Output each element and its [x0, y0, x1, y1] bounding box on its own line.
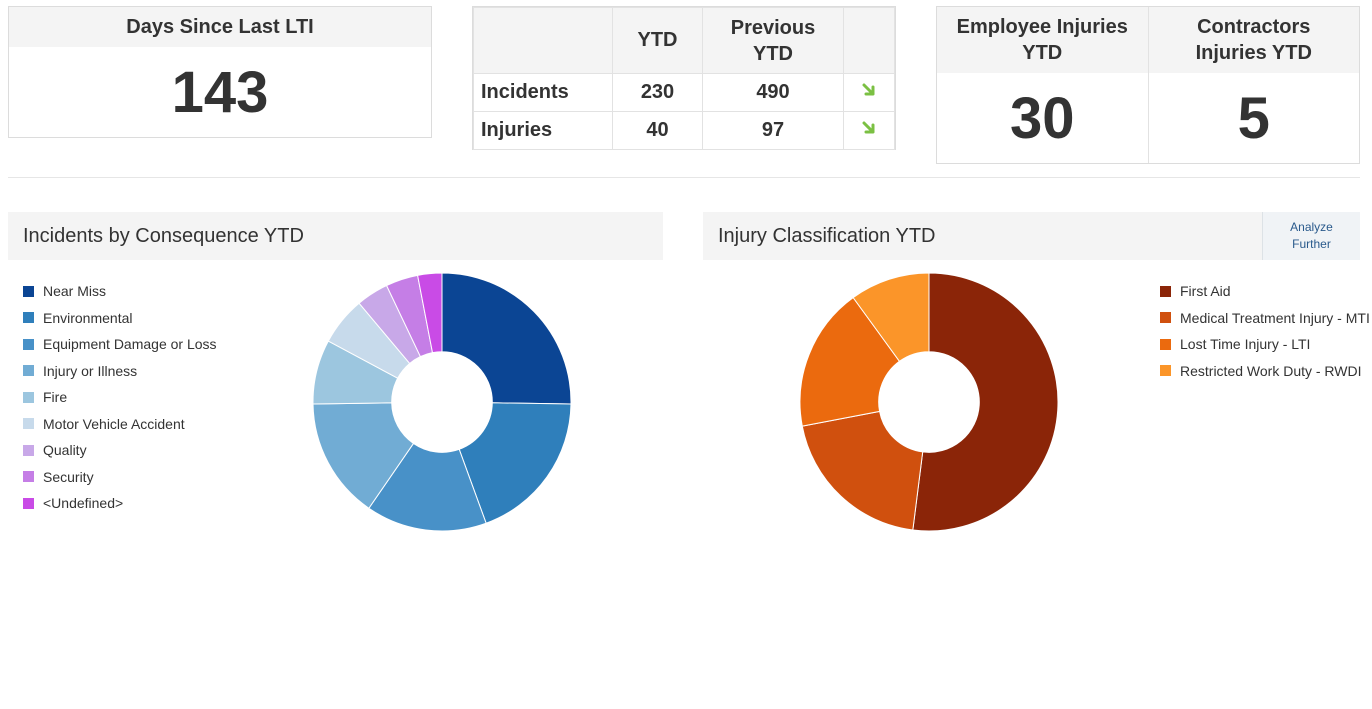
down-arrow-icon: [862, 83, 875, 96]
table-row: Injuries 40 97: [473, 111, 895, 150]
legend-item-environmental[interactable]: Environmental: [23, 305, 217, 332]
legend-swatch: [23, 338, 34, 350]
slice-environmental[interactable]: [458, 402, 572, 524]
injuries-ytd-card: Employee Injuries YTD 30 Contractors Inj…: [936, 6, 1360, 164]
legend-swatch: [23, 285, 34, 297]
row-ytd-value: 40: [612, 111, 703, 150]
analyze-further-button[interactable]: Analyze Further: [1262, 212, 1360, 260]
legend-label: Medical Treatment Injury - MTI: [1180, 309, 1370, 326]
days-since-lti-value: 143: [171, 60, 269, 125]
days-since-lti-card: Days Since Last LTI 143: [8, 6, 432, 138]
legend-label: Security: [43, 468, 94, 485]
row-label: Incidents: [473, 73, 613, 112]
legend-label: Lost Time Injury - LTI: [1180, 336, 1311, 353]
legend-item-medical-treatment-injury-mti[interactable]: Medical Treatment Injury - MTI: [1160, 305, 1370, 332]
row-previous-ytd-value: 490: [702, 73, 844, 112]
slice-medical-treatment-injury-mti[interactable]: [801, 410, 924, 531]
legend-swatch: [1160, 365, 1171, 377]
header-ytd: YTD: [612, 7, 703, 74]
legend-item-security[interactable]: Security: [23, 464, 217, 491]
panel-title: Incidents by Consequence YTD: [23, 225, 304, 247]
legend-label: First Aid: [1180, 283, 1231, 300]
employee-injuries-head: Employee Injuries YTD: [937, 7, 1148, 73]
employee-injuries-title: Employee Injuries YTD: [956, 16, 1128, 64]
contractors-injuries-block: Contractors Injuries YTD 5: [1148, 7, 1359, 163]
trend-cell: [843, 111, 895, 150]
header-previous-ytd: Previous YTD: [702, 7, 844, 74]
slice-undefined[interactable]: [417, 272, 443, 354]
legend-label: <Undefined>: [43, 495, 124, 512]
contractors-injuries-head: Contractors Injuries YTD: [1148, 7, 1359, 73]
down-arrow-icon: [862, 121, 875, 134]
legend-swatch: [23, 391, 34, 403]
legend-item-first-aid[interactable]: First Aid: [1160, 278, 1370, 305]
classification-legend: First Aid Medical Treatment Injury - MTI L…: [1160, 278, 1370, 384]
legend-label: Motor Vehicle Accident: [43, 415, 185, 432]
slice-near-miss[interactable]: [441, 272, 572, 405]
contractors-injuries-title: Contractors Injuries YTD: [1195, 16, 1312, 64]
consequence-legend: Near Miss Environmental Equipment Damage o…: [23, 278, 217, 517]
legend-swatch: [23, 312, 34, 324]
legend-label: Environmental: [43, 309, 133, 326]
legend-swatch: [1160, 312, 1171, 324]
slice-lost-time-injury-lti[interactable]: [799, 296, 901, 427]
header-previous-ytd-label: Previous YTD: [730, 16, 816, 65]
legend-swatch: [23, 365, 34, 377]
legend-item-near-miss[interactable]: Near Miss: [23, 278, 217, 305]
legend-label: Near Miss: [43, 283, 107, 300]
legend-swatch: [23, 418, 34, 430]
legend-item-lost-time-injury-lti[interactable]: Lost Time Injury - LTI: [1160, 331, 1370, 358]
panel-title: Injury Classification YTD: [718, 225, 936, 247]
employee-injuries-block: Employee Injuries YTD 30: [937, 7, 1149, 163]
table-row: Incidents 230 490: [473, 73, 895, 112]
ytd-comparison-card: YTD Previous YTD Incidents 230 490 Injur: [472, 6, 896, 150]
slice-first-aid[interactable]: [912, 272, 1059, 532]
legend-item-quality[interactable]: Quality: [23, 437, 217, 464]
legend-swatch: [1160, 338, 1171, 350]
classification-donut-chart: [799, 272, 1059, 532]
row-ytd-value: 230: [612, 73, 703, 112]
table-header-row: YTD Previous YTD: [473, 7, 895, 74]
ytd-comparison-table: YTD Previous YTD Incidents 230 490 Injur: [473, 7, 895, 150]
header-blank: [473, 7, 613, 74]
legend-item-equipment-damage-or-loss[interactable]: Equipment Damage or Loss: [23, 331, 217, 358]
injury-classification-header: Injury Classification YTD Analyze Further: [703, 212, 1360, 260]
legend-item-injury-or-illness[interactable]: Injury or Illness: [23, 358, 217, 385]
section-divider: [8, 177, 1360, 178]
legend-label: Fire: [43, 389, 68, 406]
row-previous-ytd-value: 97: [702, 111, 844, 150]
legend-label: Restricted Work Duty - RWDI: [1180, 362, 1362, 379]
contractors-injuries-value: 5: [1237, 85, 1270, 151]
incidents-by-consequence-header: Incidents by Consequence YTD: [8, 212, 663, 260]
days-since-lti-title: Days Since Last LTI: [9, 7, 431, 47]
slice-restricted-work-duty-rwdi[interactable]: [852, 272, 930, 362]
employee-injuries-value: 30: [1009, 85, 1075, 151]
legend-label: Equipment Damage or Loss: [43, 336, 217, 353]
legend-item-undefined[interactable]: <Undefined>: [23, 490, 217, 517]
legend-label: Quality: [43, 442, 87, 459]
legend-swatch: [23, 444, 34, 456]
legend-swatch: [1160, 285, 1171, 297]
legend-item-restricted-work-duty-rwdi[interactable]: Restricted Work Duty - RWDI: [1160, 358, 1370, 385]
legend-swatch: [23, 497, 34, 509]
row-label: Injuries: [473, 111, 613, 150]
legend-label: Injury or Illness: [43, 362, 138, 379]
header-trend: [843, 7, 895, 74]
legend-item-motor-vehicle-accident[interactable]: Motor Vehicle Accident: [23, 411, 217, 438]
consequence-donut-chart: [312, 272, 572, 532]
legend-swatch: [23, 471, 34, 483]
trend-cell: [843, 73, 895, 112]
legend-item-fire[interactable]: Fire: [23, 384, 217, 411]
